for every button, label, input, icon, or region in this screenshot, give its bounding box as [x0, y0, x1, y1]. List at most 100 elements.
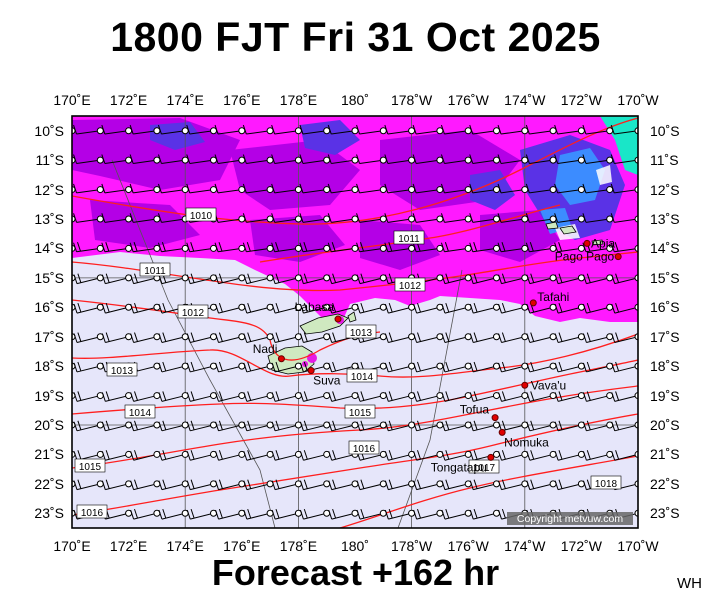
place-marker [277, 355, 285, 363]
wind-barb [243, 508, 274, 520]
wind-barb [469, 332, 500, 344]
wind-barb [299, 213, 331, 223]
place-marker [521, 381, 529, 389]
isobar-label-box [346, 368, 378, 383]
wind-barb [554, 302, 585, 314]
wind-barb [554, 361, 585, 373]
wind-barb [413, 508, 444, 520]
wind-barb [157, 124, 189, 135]
wind-barb [469, 183, 500, 194]
wind-barb [441, 332, 472, 344]
wind-barb [214, 242, 246, 253]
isobar-line [72, 333, 638, 378]
wind-barb [440, 213, 472, 223]
wind-barb [130, 508, 161, 520]
wind-barb [214, 124, 246, 135]
wind-barb [101, 154, 133, 164]
wind-barb [413, 391, 444, 402]
wind-barb [186, 420, 217, 432]
wind-barb [413, 420, 444, 432]
lat-label-right-1: 11˚S [650, 152, 679, 169]
wind-barb [441, 508, 472, 520]
lat-label-left-5: 15˚S [34, 269, 64, 286]
isobar-label: 1018 [595, 479, 618, 490]
wind-barb [327, 183, 359, 194]
wind-barb [498, 450, 529, 461]
wind-barb [101, 124, 133, 135]
wind-barb [412, 124, 444, 135]
lat-label-right-12: 22˚S [650, 475, 680, 492]
wind-barb [73, 213, 104, 223]
wind-barb [440, 154, 472, 164]
wind-barb [299, 420, 331, 432]
wind-barb [413, 450, 444, 461]
wind-barb [582, 391, 614, 402]
wind-barb [440, 183, 472, 194]
isobar-label-box [177, 304, 209, 319]
wind-barb [554, 154, 585, 164]
lat-label-left-3: 13˚S [34, 211, 64, 227]
taveuni-island [347, 311, 357, 323]
place-label: Apia [591, 236, 615, 250]
wind-barb [130, 302, 161, 314]
forecast-label: Forecast +162 hr [211, 552, 500, 593]
savaii-island [545, 221, 559, 230]
lon-label-bottom-3: 176˚E [223, 538, 261, 554]
isobar-label-box [348, 440, 380, 455]
lat-label-left-9: 19˚S [34, 387, 64, 404]
isobar-label: 1014 [351, 372, 374, 383]
lat-label-left-13: 23˚S [34, 505, 64, 522]
lon-label-top-3: 176˚E [223, 92, 261, 108]
wind-barb [327, 213, 359, 223]
wind-barb [101, 420, 133, 432]
lat-label-left-12: 22˚S [34, 475, 64, 492]
lat-label-left-10: 20˚S [34, 417, 64, 433]
place-marker [614, 253, 622, 261]
wind-barb [215, 361, 246, 373]
isobar-line [259, 204, 561, 263]
wind-barb [384, 242, 416, 253]
wind-barb [158, 273, 189, 285]
wind-barb [327, 154, 359, 164]
place-marker [334, 315, 342, 323]
wind-barb [73, 332, 104, 344]
wind-barb [101, 242, 133, 253]
place-label: Nadi [253, 342, 278, 356]
wind-barb [242, 213, 274, 223]
lon-label-bottom-1: 172˚E [109, 538, 148, 554]
wind-barb [299, 508, 331, 520]
isobar-label-box [106, 362, 138, 377]
wind-barb [356, 332, 387, 344]
isobar-line [72, 117, 638, 225]
wind-barb [271, 302, 302, 314]
wind-barb [299, 450, 331, 461]
wind-barb [158, 391, 189, 402]
wind-barb [356, 479, 387, 491]
place-label: Vava'u [531, 378, 566, 392]
wind-barb [215, 420, 246, 432]
wind-barb [525, 242, 557, 253]
zone-boundary-line [111, 159, 276, 528]
place-marker [491, 414, 499, 422]
wind-barb [441, 450, 472, 461]
wind-barb [582, 420, 614, 432]
wind-barb [215, 508, 246, 520]
isobar-label: 1011 [144, 266, 166, 277]
wind-barb [214, 183, 246, 194]
wind-barb [611, 450, 638, 461]
place-marker [498, 428, 506, 436]
wind-barb [498, 273, 529, 285]
wind-barb [582, 124, 614, 135]
wind-barb [582, 450, 614, 461]
lat-label-right-10: 20˚S [650, 417, 680, 433]
wind-barb [101, 391, 133, 402]
wind-barb [101, 302, 133, 314]
isobar-label-box [74, 458, 106, 473]
lon-label-bottom-10: 170˚W [617, 538, 659, 554]
lon-label-top-1: 172˚E [109, 92, 148, 108]
wind-barb [610, 242, 638, 253]
wind-barb [441, 479, 472, 491]
wind-barb [243, 420, 274, 432]
wind-barb [525, 124, 557, 135]
copyright-box [507, 512, 633, 525]
